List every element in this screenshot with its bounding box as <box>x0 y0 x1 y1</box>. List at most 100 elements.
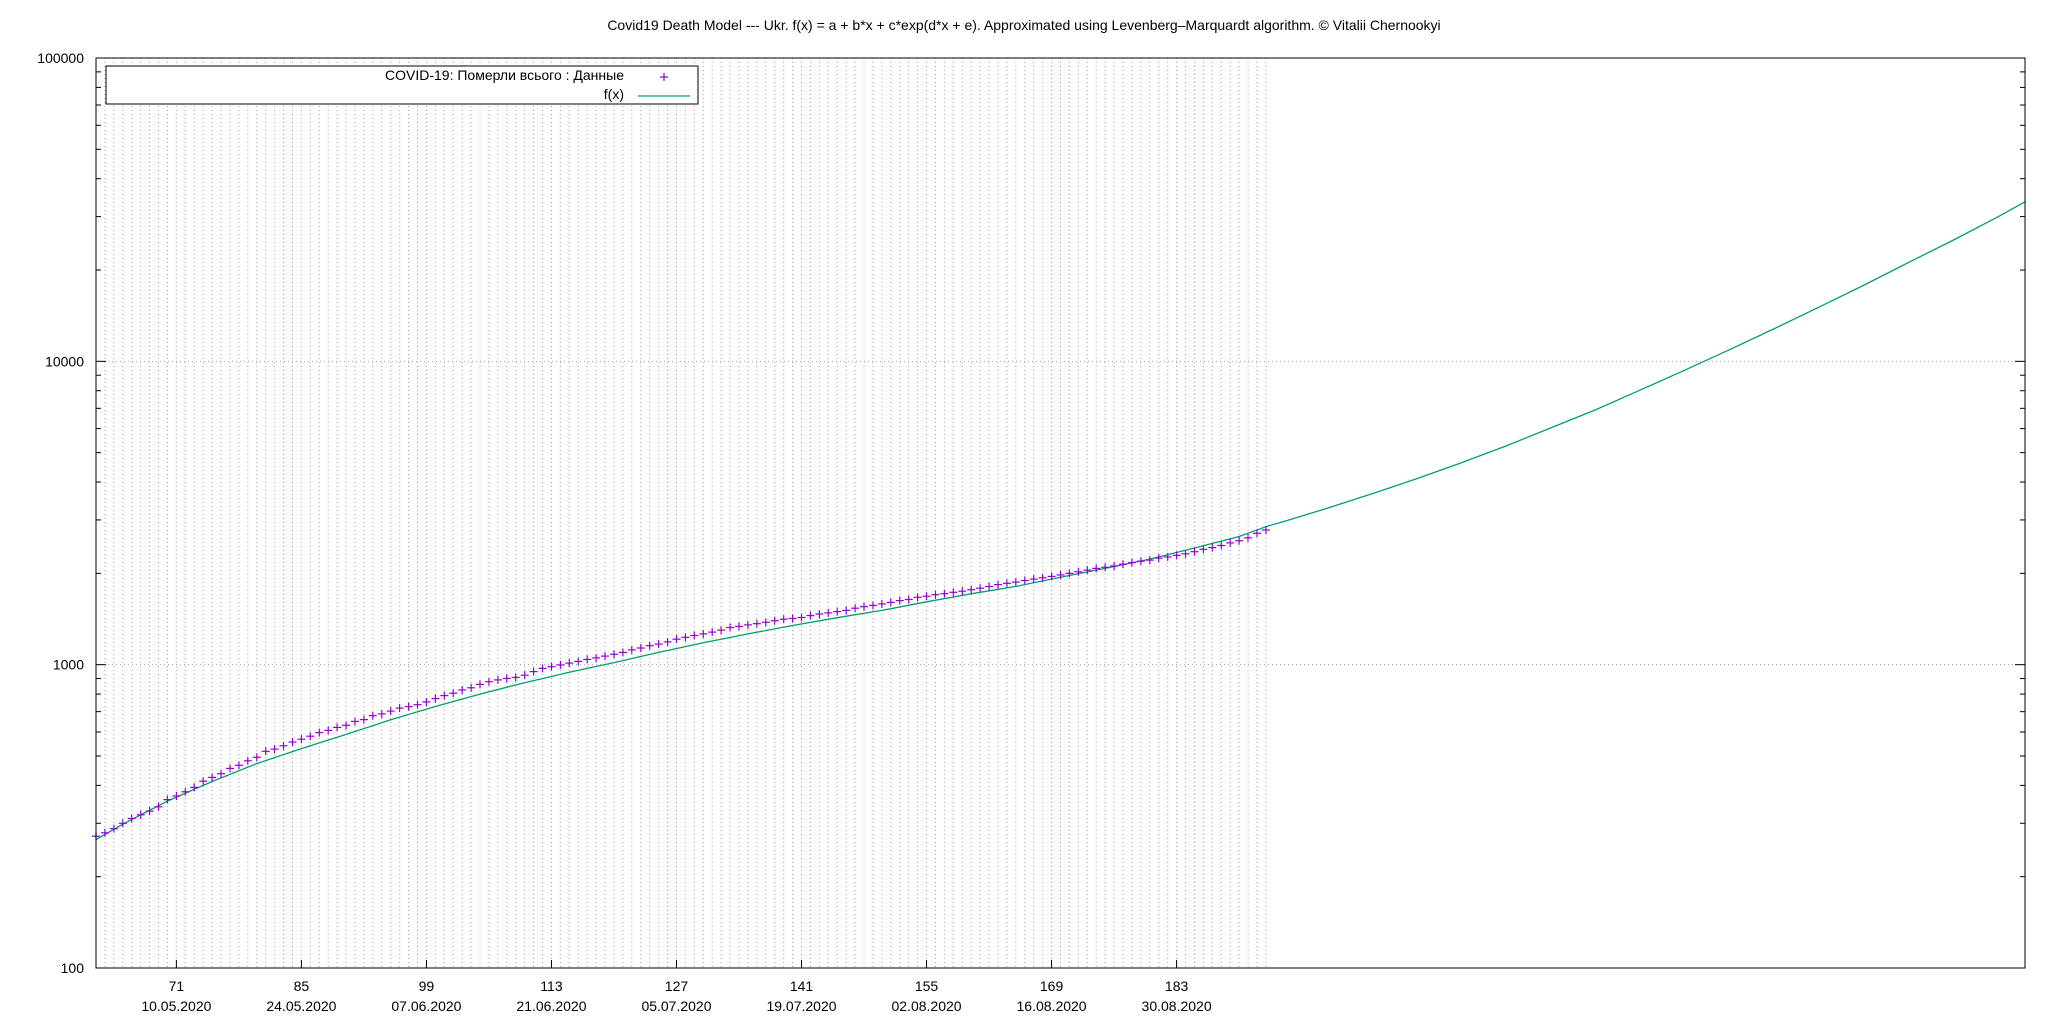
data-point <box>243 756 252 765</box>
data-point <box>226 764 234 773</box>
data-point <box>1235 536 1244 545</box>
legend-box <box>105 65 699 105</box>
chart-title: Covid19 Death Model --- Ukr. f(x) = a + … <box>607 17 1440 33</box>
data-point <box>458 686 467 694</box>
data-point <box>735 622 743 631</box>
data-point <box>127 814 136 823</box>
data-point <box>779 615 788 624</box>
data-point <box>261 747 270 756</box>
data-point <box>449 689 458 698</box>
x-tick-date-label: 24.05.2020 <box>266 998 336 1014</box>
x-tick-label: 85 <box>294 978 310 994</box>
data-point <box>1127 558 1136 567</box>
data-point <box>1038 573 1047 582</box>
data-point <box>770 616 779 625</box>
data-point <box>1163 552 1172 561</box>
data-point <box>297 735 306 744</box>
grid <box>96 58 2025 968</box>
series-line-fx <box>95 201 2026 841</box>
data-point <box>511 673 520 682</box>
data-point <box>1181 549 1190 558</box>
axes: 100 1000 10000 100000 71 10.05.2020 85 24.05.20… <box>37 50 2025 1014</box>
data-point <box>699 629 708 638</box>
data-point <box>940 589 949 598</box>
plot-border <box>95 57 2026 969</box>
data-point <box>306 732 315 741</box>
data-point <box>1074 567 1083 576</box>
data-point <box>1002 579 1011 588</box>
data-point <box>100 828 109 837</box>
data-point <box>234 761 243 770</box>
data-point <box>1065 569 1074 578</box>
data-point <box>440 691 449 700</box>
data-point <box>190 783 199 792</box>
data-point <box>1226 538 1235 547</box>
data-point <box>493 675 502 684</box>
data-point <box>610 650 618 659</box>
x-tick-label: 183 <box>1165 978 1189 994</box>
data-point <box>842 606 851 615</box>
data-point <box>904 595 913 604</box>
data-point <box>994 580 1002 589</box>
x-tick-date-label: 07.06.2020 <box>391 998 461 1014</box>
data-point <box>1083 566 1092 575</box>
data-point <box>743 620 752 629</box>
data-point <box>886 598 895 607</box>
data-point <box>1119 560 1127 569</box>
data-point <box>645 641 654 650</box>
data-point <box>690 631 699 640</box>
x-tick-date-label: 21.06.2020 <box>516 998 586 1014</box>
x-tick-label: 127 <box>665 978 689 994</box>
x-tick-date-label: 02.08.2020 <box>892 998 962 1014</box>
data-point <box>851 604 860 613</box>
data-point <box>869 601 877 610</box>
data-point <box>1199 545 1208 554</box>
data-point <box>752 619 761 628</box>
data-point <box>1172 551 1181 560</box>
data-point <box>404 702 413 711</box>
y-tick-label: 1000 <box>53 657 84 673</box>
data-point <box>529 667 538 676</box>
data-point <box>163 795 172 804</box>
data-point <box>1190 547 1199 556</box>
x-tick-date-label: 05.07.2020 <box>641 998 711 1014</box>
data-point <box>824 608 833 617</box>
data-point <box>288 738 297 746</box>
data-point <box>199 777 208 786</box>
data-point <box>422 697 431 706</box>
data-point <box>797 613 806 622</box>
data-point <box>502 674 511 683</box>
data-point <box>654 640 663 649</box>
data-point <box>949 588 958 597</box>
data-point <box>1136 557 1145 566</box>
data-point <box>1092 564 1101 573</box>
data-point <box>556 660 565 669</box>
data-point <box>958 587 967 596</box>
data-point <box>547 662 556 671</box>
data-point <box>172 792 181 800</box>
data-point <box>815 610 824 618</box>
data-point <box>1208 543 1217 552</box>
data-point <box>601 652 609 661</box>
data-point <box>877 599 886 608</box>
x-tick-date-label: 19.07.2020 <box>766 998 836 1014</box>
data-point <box>788 614 797 623</box>
data-point <box>386 707 395 716</box>
data-point <box>342 721 351 730</box>
data-point <box>565 659 574 668</box>
x-tick-label: 141 <box>790 978 814 994</box>
data-point <box>315 728 324 737</box>
x-tick-label: 71 <box>169 978 185 994</box>
data-point <box>1047 572 1056 581</box>
data-point <box>154 802 163 811</box>
data-point <box>252 753 261 762</box>
data-point <box>1056 570 1065 579</box>
data-point <box>359 715 368 724</box>
data-point <box>181 787 190 796</box>
data-point <box>895 596 904 605</box>
data-point <box>1110 562 1119 570</box>
data-point <box>368 711 377 720</box>
x-tick-label: 113 <box>540 978 563 994</box>
data-point <box>726 623 735 632</box>
